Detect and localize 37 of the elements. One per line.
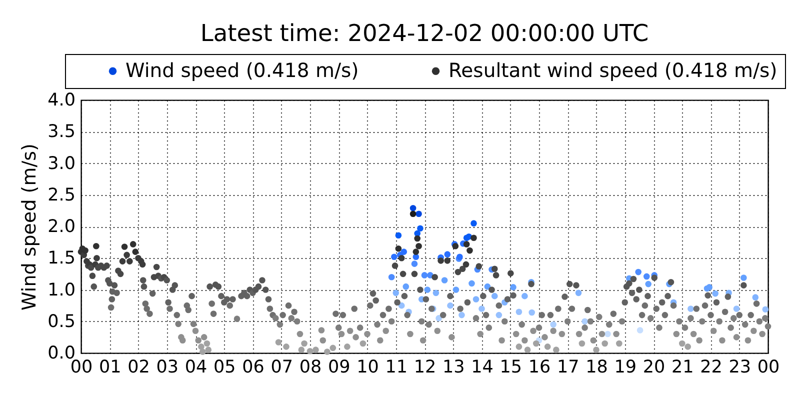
- y-tick-label: 1.5: [48, 248, 76, 269]
- x-tick-label: 18: [586, 358, 608, 378]
- legend-label: Wind speed (0.418 m/s): [126, 59, 359, 82]
- x-tick-label: 00: [757, 358, 780, 378]
- y-tick-label: 2.0: [48, 217, 76, 237]
- x-tick-label: 12: [414, 358, 436, 378]
- x-tick-label: 16: [528, 358, 551, 378]
- y-tick-label: 3.5: [48, 122, 76, 142]
- x-tick-label: 22: [700, 358, 722, 378]
- y-tick-label: 1.0: [48, 280, 76, 300]
- x-tick-label: 02: [128, 358, 150, 378]
- x-tick-label: 08: [299, 358, 322, 378]
- x-tick-label: 00: [70, 358, 93, 378]
- legend-label: Resultant wind speed (0.418 m/s): [448, 59, 778, 82]
- x-tick-label: 05: [213, 358, 236, 378]
- x-tick-label: 13: [442, 358, 465, 378]
- x-tick-label: 10: [356, 358, 379, 378]
- y-tick-label: 3.0: [48, 154, 76, 174]
- x-tick-label: 17: [556, 358, 580, 378]
- x-tick-label: 07: [270, 358, 294, 378]
- x-tick-label: 09: [328, 358, 350, 378]
- x-tick-label: 20: [642, 358, 666, 378]
- x-tick-label: 01: [98, 358, 122, 378]
- y-axis-title: Wind speed (m/s): [18, 144, 41, 310]
- x-tick-label: 15: [500, 358, 522, 378]
- chart-title: Latest time: 2024-12-02 00:00:00 UTC: [200, 20, 649, 48]
- x-tick-label: 03: [156, 358, 179, 378]
- x-tick-label: 06: [242, 358, 264, 378]
- x-tick-label: 14: [471, 358, 494, 378]
- x-tick-label: 04: [184, 358, 208, 378]
- x-tick-label: 21: [671, 358, 694, 378]
- x-tick-label: 11: [385, 358, 408, 378]
- y-tick-label: 2.5: [48, 185, 76, 206]
- x-tick-label: 23: [728, 358, 752, 378]
- y-tick-label: 4.0: [48, 90, 76, 110]
- x-tick-label: 19: [614, 358, 637, 378]
- y-tick-label: 0.5: [48, 312, 76, 332]
